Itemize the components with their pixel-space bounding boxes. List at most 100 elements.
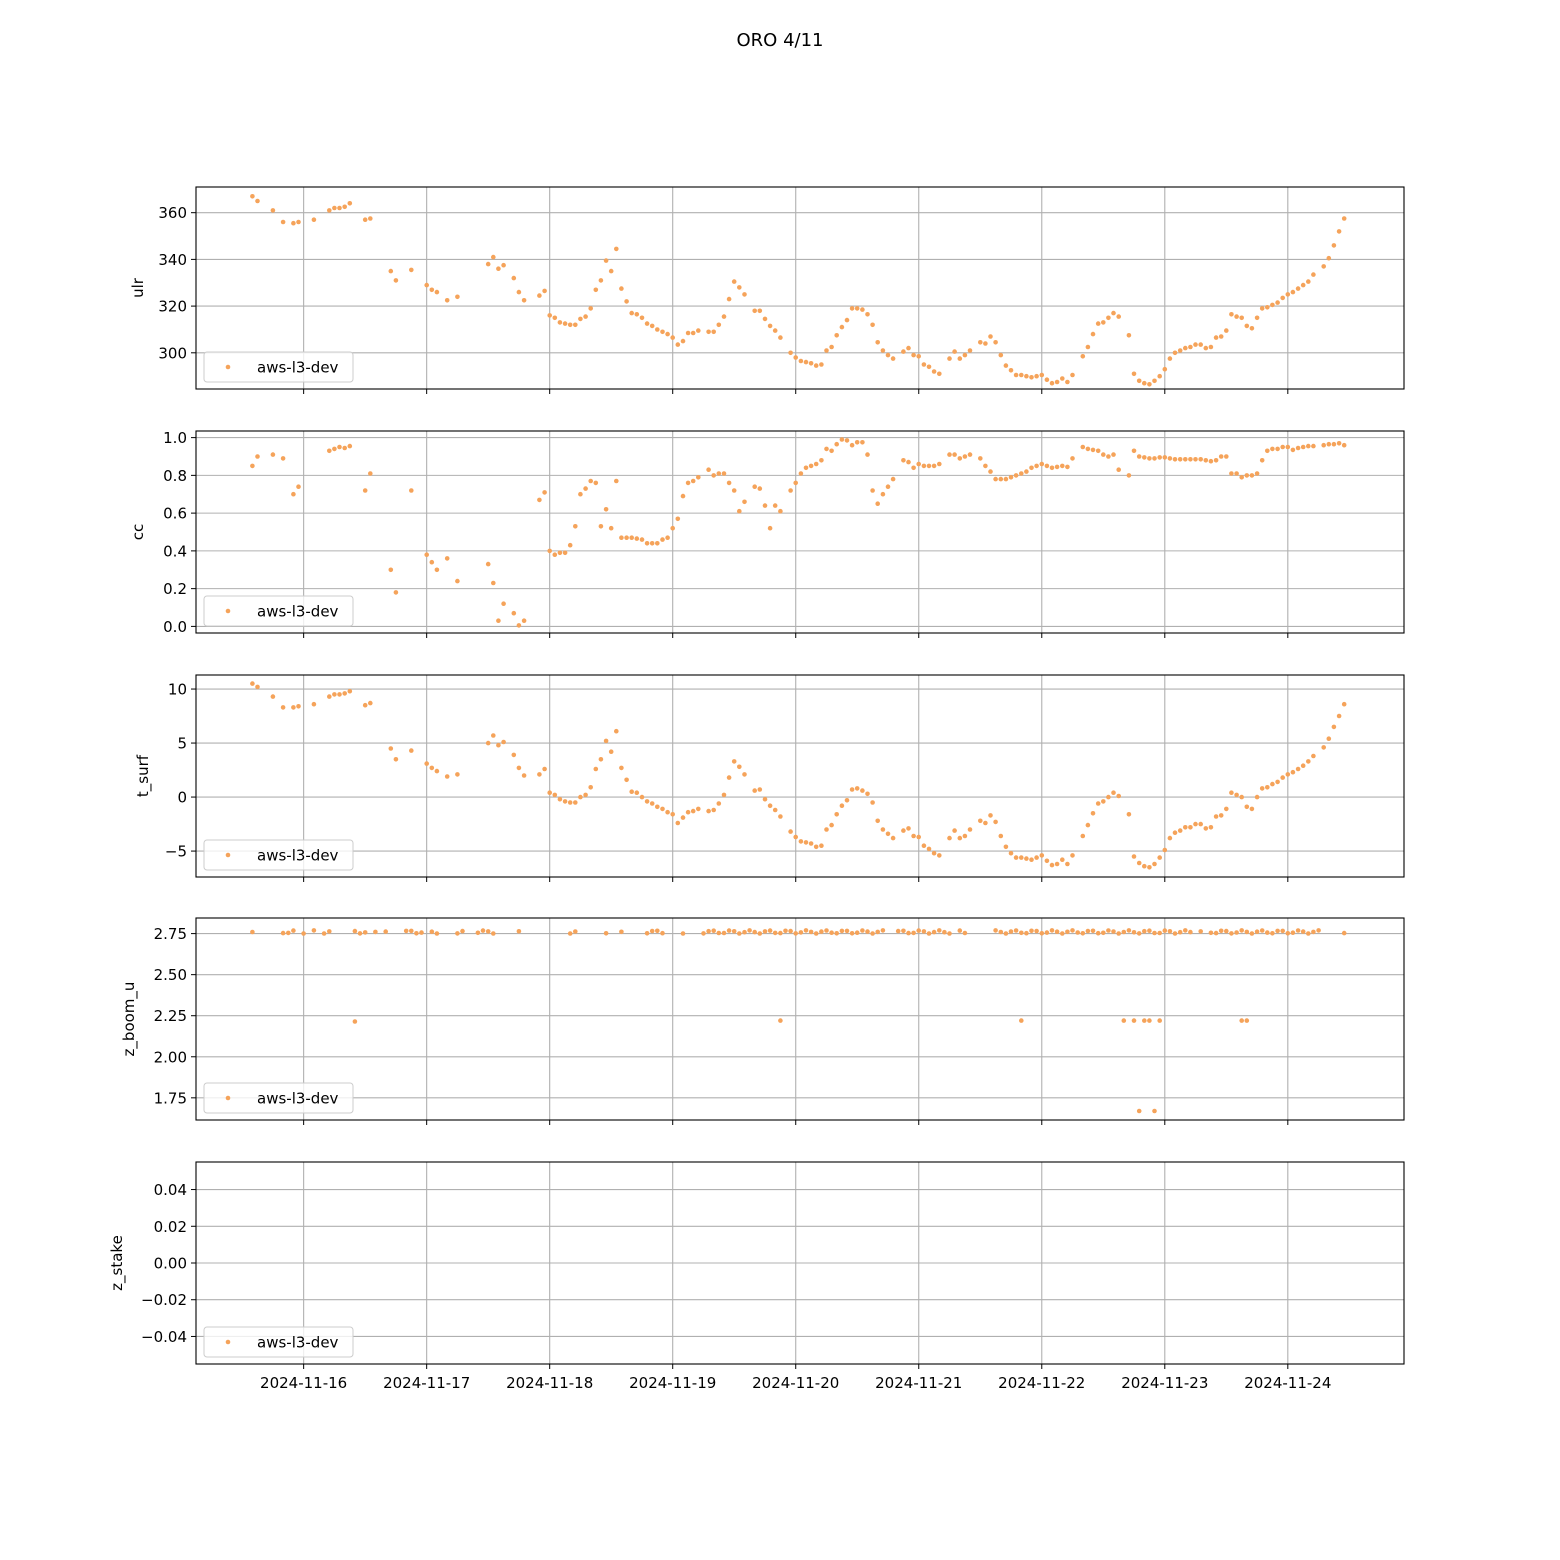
- data-point: [993, 928, 998, 933]
- data-point: [639, 315, 645, 321]
- data-point: [485, 929, 491, 934]
- data-point: [696, 475, 701, 480]
- data-point: [1162, 455, 1168, 460]
- data-point: [409, 928, 414, 934]
- data-point: [1157, 455, 1162, 460]
- data-point: [368, 471, 373, 476]
- data-point: [1142, 928, 1147, 934]
- data-point: [947, 835, 952, 841]
- data-point: [952, 828, 957, 833]
- data-point: [726, 928, 732, 933]
- data-point: [998, 929, 1004, 935]
- axes-frame: [195, 430, 1405, 634]
- subplot-cc: 0.0 0.2 0.4 0.6 0.8 1.0 cc aws-l3-dev: [129, 429, 1405, 638]
- data-point: [911, 465, 916, 471]
- data-point: [1234, 930, 1239, 935]
- data-point: [854, 306, 860, 311]
- data-point: [680, 338, 686, 344]
- data-point: [931, 929, 937, 935]
- data-point: [1008, 929, 1014, 934]
- data-point: [491, 931, 496, 936]
- legend-marker: [225, 364, 231, 370]
- data-point: [347, 688, 353, 694]
- data-point: [491, 733, 496, 738]
- data-point: [947, 356, 952, 361]
- data-point: [1054, 464, 1060, 470]
- data-point: [419, 930, 424, 935]
- data-point: [931, 463, 937, 469]
- data-point: [1142, 380, 1147, 386]
- data-point: [578, 794, 583, 800]
- data-point: [788, 488, 793, 493]
- data-point: [327, 694, 332, 699]
- x-tick-label: 2024-11-22: [998, 1374, 1085, 1392]
- data-point: [1270, 931, 1275, 936]
- data-point: [670, 812, 675, 817]
- data-point: [767, 525, 773, 531]
- data-point: [937, 371, 942, 377]
- data-point: [1239, 315, 1244, 321]
- data-point: [603, 507, 609, 512]
- data-point: [270, 208, 276, 213]
- data-point: [772, 503, 778, 508]
- data-point: [327, 929, 332, 934]
- data-point: [793, 931, 798, 936]
- data-point: [731, 488, 737, 493]
- data-point: [1157, 855, 1162, 860]
- data-point: [655, 804, 660, 810]
- data-point: [819, 929, 824, 934]
- data-point: [552, 552, 558, 557]
- data-point: [1116, 793, 1121, 799]
- data-point: [291, 220, 296, 226]
- data-point: [255, 454, 260, 459]
- data-point: [839, 437, 845, 442]
- data-point: [772, 807, 778, 813]
- data-point: [1090, 331, 1096, 337]
- data-point: [250, 681, 255, 686]
- data-point: [491, 254, 496, 260]
- data-point: [1152, 930, 1157, 936]
- data-point: [388, 567, 394, 573]
- data-point: [665, 809, 670, 815]
- data-point: [1316, 928, 1321, 933]
- legend-box: [203, 595, 354, 627]
- data-point: [737, 931, 742, 936]
- data-point: [1008, 850, 1014, 856]
- data-point: [357, 931, 363, 936]
- data-point: [988, 469, 993, 474]
- data-point: [557, 796, 563, 802]
- data-point: [455, 578, 460, 584]
- data-point: [501, 601, 506, 606]
- data-point: [890, 356, 896, 361]
- data-point: [1167, 835, 1173, 841]
- data-point: [1080, 833, 1086, 839]
- data-point: [731, 929, 737, 934]
- data-point: [1218, 813, 1224, 818]
- data-point: [1270, 446, 1275, 452]
- data-point: [388, 746, 394, 751]
- data-point: [362, 930, 368, 935]
- data-point: [296, 484, 301, 490]
- data-point: [1290, 289, 1296, 295]
- data-point: [1029, 375, 1034, 380]
- data-point: [567, 800, 573, 805]
- data-point: [1121, 1018, 1127, 1023]
- data-point: [434, 931, 440, 936]
- data-point: [1024, 856, 1029, 861]
- data-point: [1147, 1018, 1152, 1023]
- data-point: [737, 508, 742, 514]
- data-point: [813, 844, 819, 850]
- data-point: [393, 278, 399, 283]
- data-point: [1131, 854, 1137, 859]
- y-tick-label: 0.00: [154, 1255, 187, 1273]
- data-point: [511, 752, 517, 758]
- data-point: [1270, 302, 1275, 308]
- legend-marker: [225, 1095, 231, 1101]
- data-point: [803, 840, 809, 845]
- axes-frame: [195, 186, 1405, 390]
- data-point: [614, 246, 619, 252]
- data-point: [1198, 929, 1203, 934]
- data-point: [839, 324, 845, 330]
- data-point: [347, 443, 353, 449]
